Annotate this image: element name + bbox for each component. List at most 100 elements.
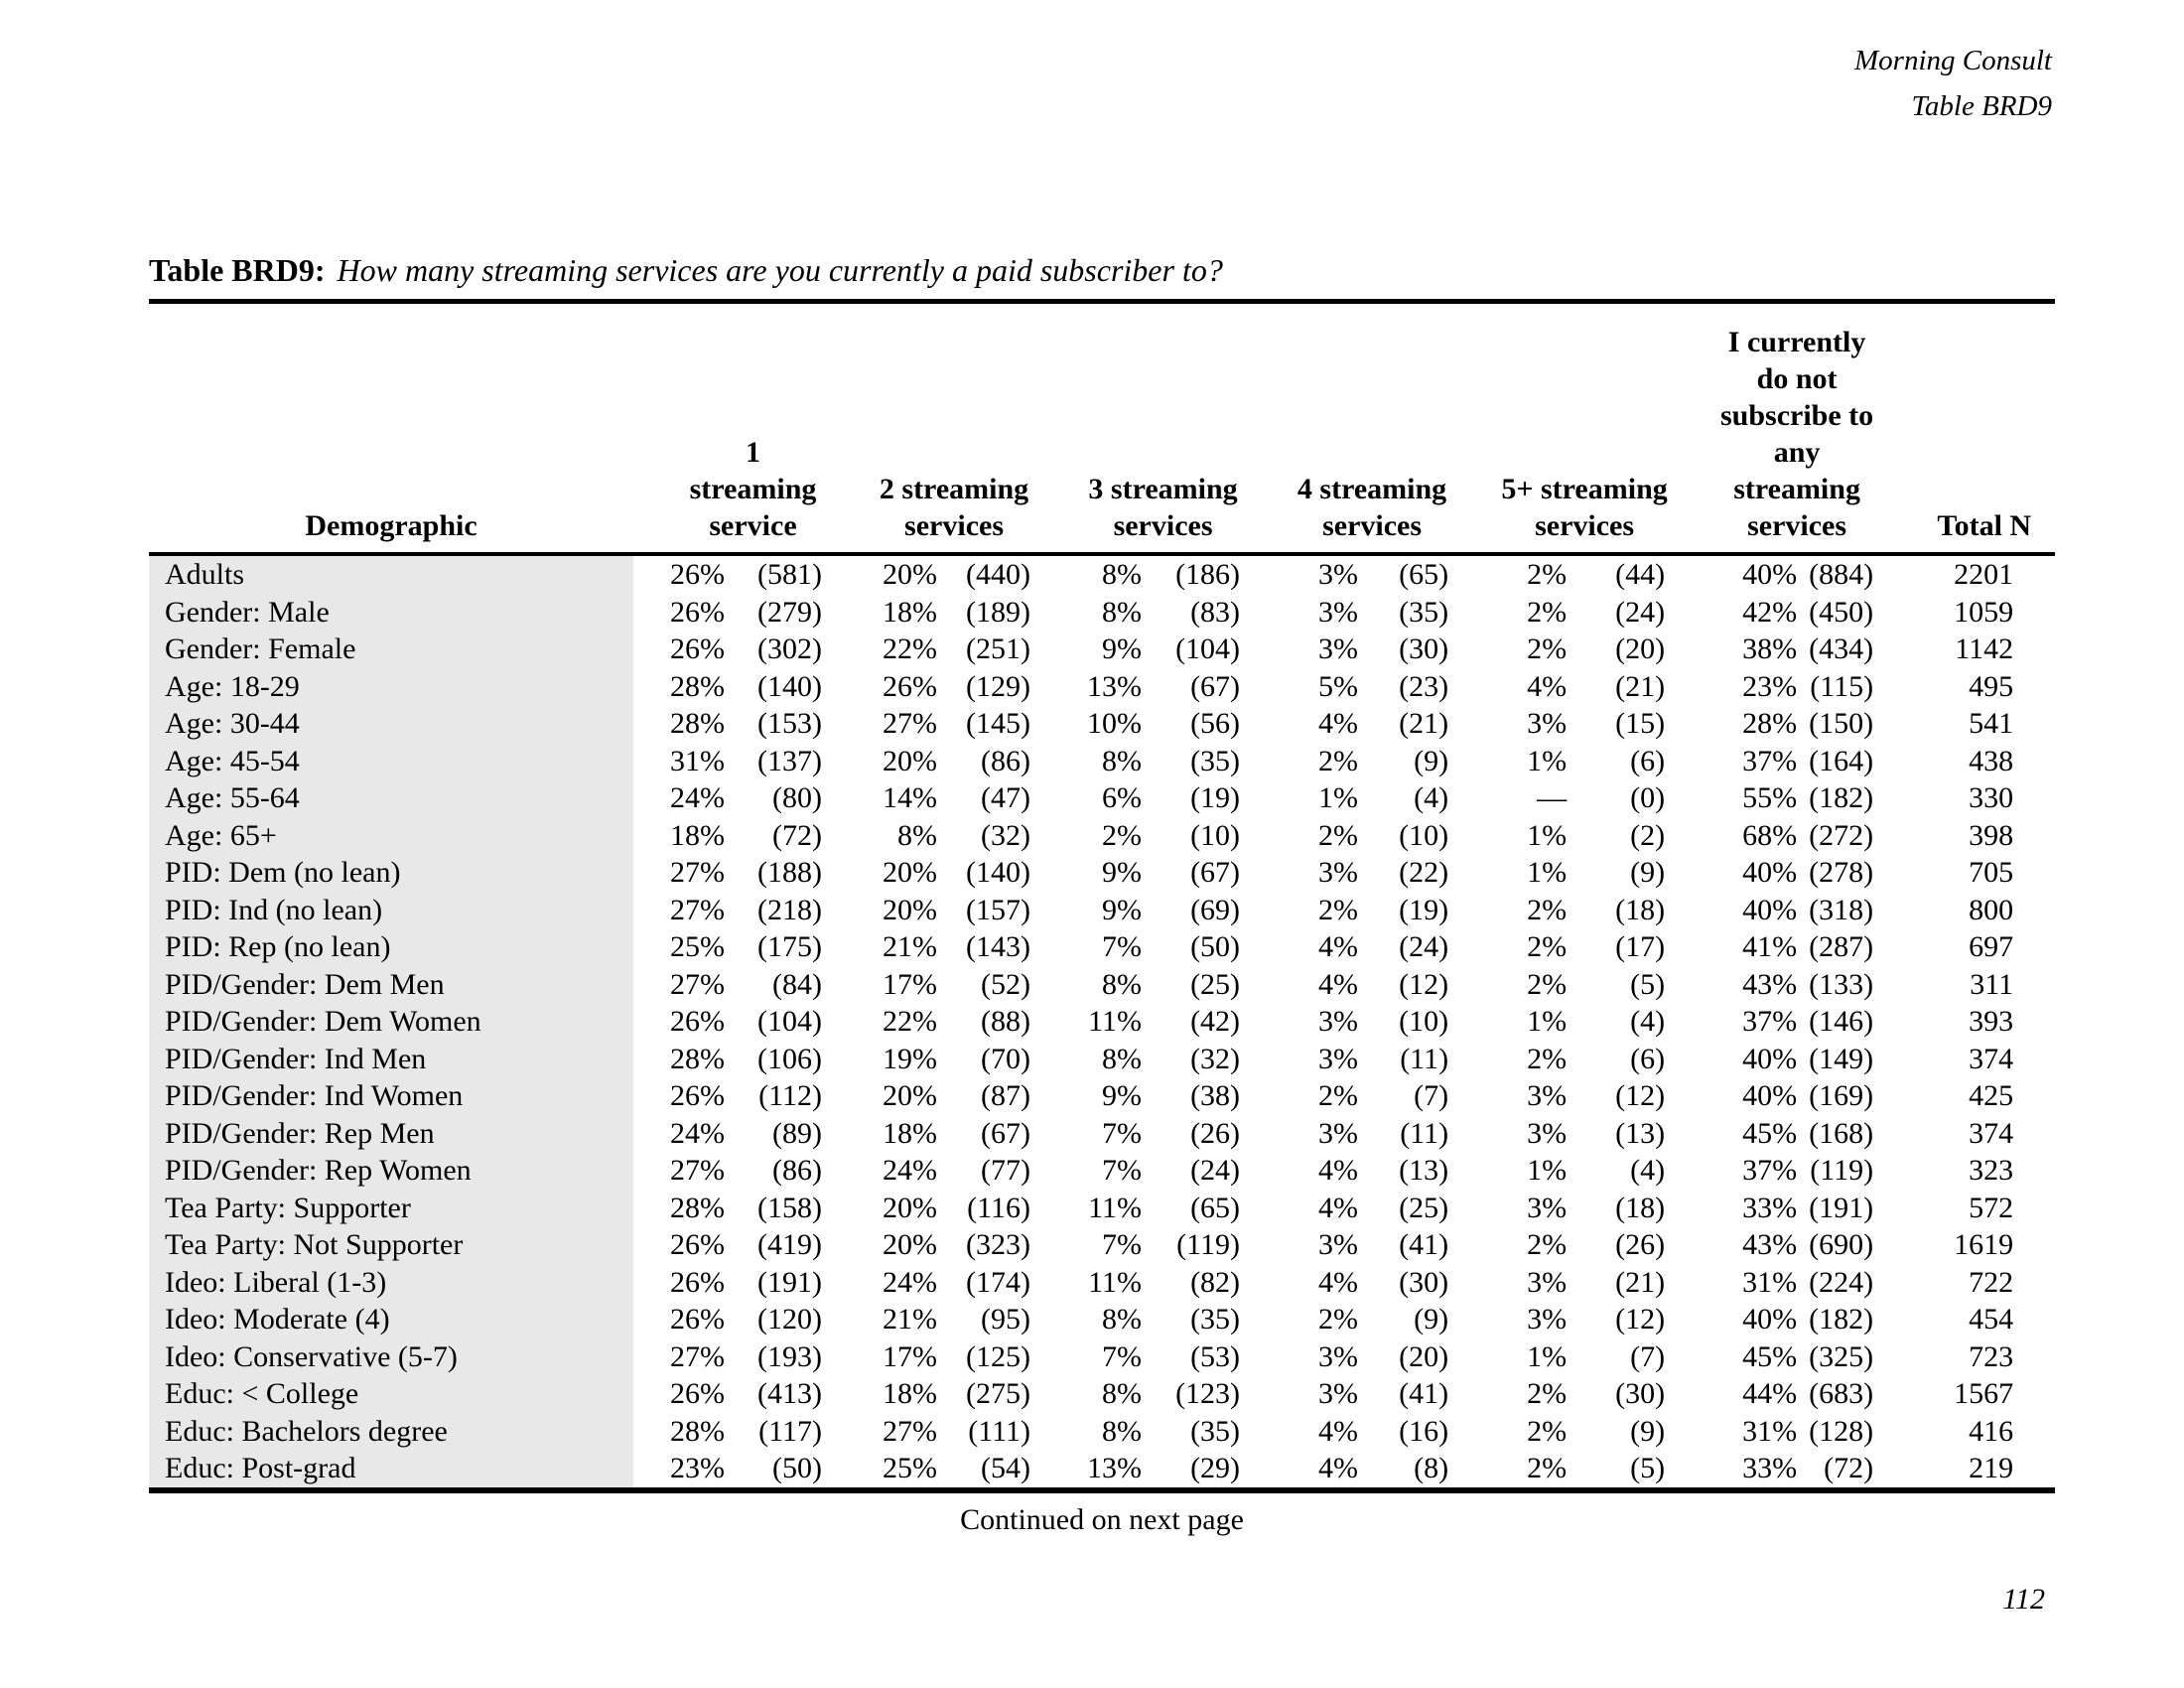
count-cell: (17) [1615,930,1666,963]
percent-cell: 3% [1527,707,1568,740]
percent-cell: 40% [1742,1303,1798,1336]
count-cell: (2) [1630,818,1666,852]
count-cell: (25) [1399,1191,1449,1224]
count-cell: (174) [966,1265,1031,1299]
percent-cell: 27% [670,893,725,926]
count-cell: (193) [757,1339,823,1373]
count-cell: (323) [966,1228,1031,1261]
demographic-cell: Tea Party: Supporter [149,1189,633,1226]
count-cell: (272) [1809,818,1874,852]
count-cell: (104) [757,1005,823,1038]
demographic-cell: Ideo: Liberal (1-3) [149,1263,633,1301]
percent-cell: 11% [1088,1191,1143,1224]
count-cell: (22) [1399,856,1449,889]
col-header-3-streaming: 3 streaming services [1035,301,1246,556]
count-cell: (30) [1615,1377,1666,1410]
percent-cell: 3% [1318,1377,1359,1410]
table-row: PID: Ind (no lean) 27% (218) 20% (157) 9% (69)… [149,891,2055,928]
percent-cell: 3% [1318,1339,1359,1373]
total-n-cell: 323 [1969,1154,2014,1187]
count-cell: (54) [981,1452,1031,1484]
percent-cell: 7% [1102,930,1143,963]
table-row: Tea Party: Supporter 28% (158) 20% (116) 11% (… [149,1189,2055,1226]
percent-cell: 23% [670,1452,725,1484]
percent-cell: 3% [1527,1191,1568,1224]
table-body: Adults 26% (581) 20% (440) 8% (186) 3% (65) 2% (44… [149,554,2055,1490]
table-row: PID/Gender: Ind Men 28% (106) 19% (70) 8% (32)… [149,1040,2055,1077]
count-cell: (419) [757,1228,823,1261]
count-cell: (35) [1399,595,1449,629]
total-n-cell: 723 [1969,1339,2014,1373]
percent-cell: 2% [1318,893,1359,926]
count-cell: (224) [1809,1265,1874,1299]
count-cell: (52) [981,967,1031,1001]
percent-cell: 18% [883,595,938,629]
percent-cell: 26% [670,1377,725,1410]
percent-cell: 2% [1527,633,1568,665]
percent-cell: 22% [883,1005,938,1038]
demographic-cell: PID: Rep (no lean) [149,928,633,966]
percent-cell: 7% [1102,1116,1143,1150]
col-header-2-streaming: 2 streaming services [827,301,1036,556]
table-row: Tea Party: Not Supporter 26% (419) 20% (323)… [149,1226,2055,1264]
count-cell: (84) [772,967,823,1001]
percent-cell: 44% [1742,1377,1798,1410]
percent-cell: 2% [1527,558,1568,591]
total-n-cell: 541 [1969,707,2014,740]
count-cell: (67) [1190,856,1241,889]
percent-cell: 28% [670,1191,725,1224]
table-row: PID: Rep (no lean) 25% (175) 21% (143) 7% (50)… [149,928,2055,966]
count-cell: (9) [1630,1414,1666,1448]
percent-cell: 22% [883,633,938,665]
percent-cell: 26% [670,1005,725,1038]
percent-cell: 26% [670,1228,725,1261]
count-cell: (67) [981,1116,1031,1150]
count-cell: (86) [772,1154,823,1187]
table-row: PID/Gender: Ind Women 26% (112) 20% (87) 9% (3… [149,1077,2055,1115]
count-cell: (287) [1809,930,1874,963]
table-row: Educ: Bachelors degree 28% (117) 27% (111) 8%… [149,1412,2055,1450]
count-cell: (434) [1809,633,1874,665]
percent-cell: 2% [1527,1228,1568,1261]
demographic-cell: PID/Gender: Dem Men [149,965,633,1003]
count-cell: (30) [1399,1265,1449,1299]
count-cell: (128) [1809,1414,1874,1448]
count-cell: (65) [1190,1191,1241,1224]
total-n-cell: 1142 [1955,633,2014,665]
count-cell: (69) [1190,893,1241,926]
percent-cell: 18% [670,818,725,852]
percent-cell: 3% [1318,1042,1359,1075]
demographic-cell: Age: 18-29 [149,667,633,705]
percent-cell: 33% [1742,1191,1798,1224]
count-cell: (29) [1190,1452,1241,1484]
percent-cell: 2% [1527,1414,1568,1448]
count-cell: (53) [1190,1339,1241,1373]
percent-cell: 45% [1742,1116,1798,1150]
count-cell: (41) [1399,1377,1449,1410]
percent-cell: 20% [883,1191,938,1224]
percent-cell: 20% [883,893,938,926]
count-cell: (82) [1190,1265,1241,1299]
percent-cell: 3% [1318,633,1359,665]
count-cell: (133) [1809,967,1874,1001]
percent-cell: 24% [883,1265,938,1299]
count-cell: (21) [1615,1265,1666,1299]
count-cell: (47) [981,781,1031,814]
count-cell: (123) [1175,1377,1241,1410]
percent-cell: 43% [1742,1228,1798,1261]
demographic-cell: PID: Dem (no lean) [149,854,633,892]
demographic-cell: Age: 45-54 [149,742,633,779]
percent-cell: 40% [1742,1042,1798,1075]
percent-cell: 1% [1527,744,1568,777]
count-cell: (50) [1190,930,1241,963]
count-cell: (125) [966,1339,1031,1373]
percent-cell: 9% [1102,893,1143,926]
table-row: PID: Dem (no lean) 27% (188) 20% (140) 9% (67)… [149,854,2055,892]
count-cell: (9) [1414,1303,1449,1336]
percent-cell: 27% [670,967,725,1001]
table-row: Gender: Male 26% (279) 18% (189) 8% (83) 3% (35)… [149,593,2055,631]
percent-cell: 28% [670,707,725,740]
percent-cell: 7% [1102,1228,1143,1261]
percent-cell: 26% [670,1303,725,1336]
total-n-cell: 800 [1969,893,2014,926]
